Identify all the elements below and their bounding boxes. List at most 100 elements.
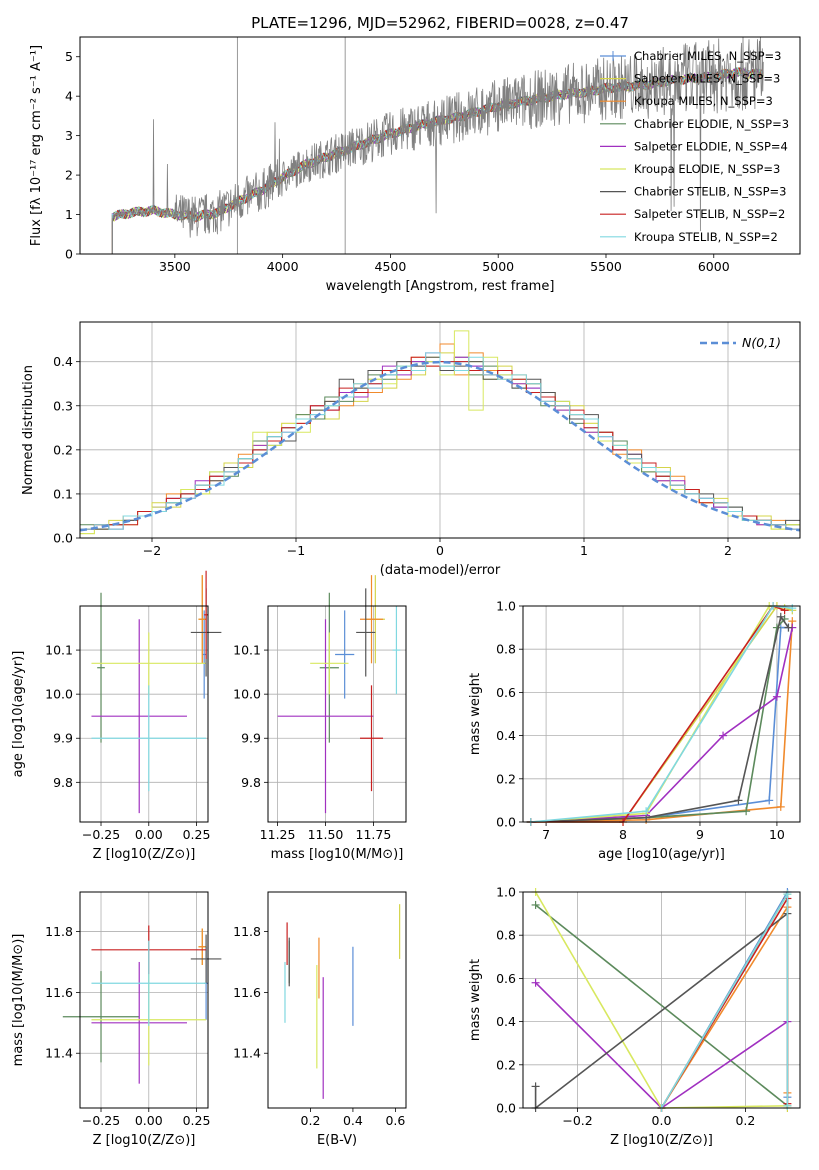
spectrum-lines: [111, 37, 764, 254]
panel-residuals: −2 −1 0 1 2 0.0 0.1 0.2 0.3 0.4 (data-model)/error…: [21, 321, 801, 578]
y-tick-label: 0.0: [53, 531, 73, 546]
x-tick-label: 0.2: [735, 1113, 755, 1128]
x-tick-label: 5500: [590, 259, 622, 274]
data-point: [190, 934, 222, 984]
y-tick-label: 4: [65, 89, 73, 104]
y-tick-label: 9.9: [53, 731, 73, 746]
data-point: [360, 685, 383, 792]
x-tick-label: 7: [542, 827, 550, 842]
axes-frame: [79, 891, 209, 1109]
legend-label: Salpeter ELODIE, N_SSP=4: [634, 139, 788, 153]
x-tick-label: 0.0: [652, 1113, 672, 1128]
x-tick-label: −0.25: [82, 1113, 120, 1128]
y-tick-label: 0.6: [496, 685, 516, 700]
x-tick-label: 0.6: [385, 1113, 405, 1128]
panel-age_vs_mass: 11.25 11.50 11.75 9.8 9.9 10.0 10.1 mass [log10…: [233, 575, 407, 862]
data-point: [335, 610, 355, 699]
data-point: [198, 575, 207, 664]
series-marker: [719, 731, 728, 740]
x-tick-label: 0.00: [135, 1113, 163, 1128]
x-axis-label: wavelength [Angstrom, rest frame]: [326, 279, 555, 294]
x-axis-label: age [log10(age/yr)]: [598, 847, 725, 862]
y-tick-label: 0.6: [496, 971, 516, 986]
y-axis-label: mass weight: [468, 673, 483, 755]
legend: Chabrier MILES, N_SSP=3 Salpeter MILES, N…: [600, 49, 789, 244]
axes-frame: [79, 36, 801, 255]
axes-frame: [267, 891, 407, 1109]
series-marker: [531, 978, 540, 987]
series-marker: [742, 807, 751, 816]
series-line: [530, 605, 785, 823]
y-tick-label: 1: [65, 207, 73, 222]
x-tick-label: 0: [436, 543, 444, 558]
y-tick-label: 0.0: [496, 815, 516, 830]
data-point: [198, 928, 207, 966]
axes-frame: [267, 605, 407, 823]
y-tick-label: 0.4: [496, 728, 516, 743]
x-axis-label: E(B-V): [317, 1133, 357, 1148]
x-tick-label: 3500: [159, 259, 191, 274]
y-tick-label: 0.4: [53, 354, 73, 369]
legend-label: Kroupa STELIB, N_SSP=2: [634, 230, 778, 244]
x-tick-label: 11.50: [308, 827, 344, 842]
histogram-step: [80, 352, 800, 530]
data-point: [356, 588, 376, 677]
y-tick-label: 0.2: [496, 771, 516, 786]
data-point: [310, 632, 349, 695]
series-line: [530, 605, 793, 823]
x-tick-label: 1: [580, 543, 588, 558]
y-tick-label: 11.4: [233, 1046, 261, 1061]
series-marker: [783, 1101, 792, 1110]
series-line: [535, 904, 788, 1107]
series-marker: [772, 692, 781, 701]
y-tick-label: 1.0: [496, 885, 516, 900]
panel-mass_vs_ebv: 0.2 0.4 0.6 11.4 11.6 11.8 E(B-V): [233, 891, 407, 1148]
y-tick-label: 10.0: [45, 687, 73, 702]
legend-label: Kroupa MILES, N_SSP=3: [634, 94, 773, 108]
y-tick-label: 11.8: [45, 924, 73, 939]
x-tick-label: −0.2: [562, 1113, 592, 1128]
data-point: [62, 971, 140, 1063]
x-tick-label: 4500: [375, 259, 407, 274]
figure-title: PLATE=1296, MJD=52962, FIBERID=0028, z=0…: [251, 14, 629, 32]
y-axis-label: Normed distribution: [21, 365, 36, 495]
data-point: [277, 619, 374, 814]
x-tick-label: 0.2: [301, 1113, 321, 1128]
series-line: [530, 627, 794, 823]
series-marker: [531, 1082, 540, 1091]
series-marker: [776, 802, 785, 811]
x-tick-label: 0.25: [183, 1113, 211, 1128]
y-tick-label: 9.8: [241, 775, 261, 790]
y-tick-label: 0.8: [496, 642, 516, 657]
axes-frame: [522, 891, 801, 1109]
data-point: [204, 570, 208, 659]
y-axis-label: age [log10(age/yr)]: [11, 651, 26, 778]
x-tick-label: 0.4: [343, 1113, 363, 1128]
y-tick-label: 10.0: [233, 687, 261, 702]
data-point: [91, 619, 187, 814]
series-line: [660, 891, 789, 1109]
observed-spectrum: [111, 37, 764, 254]
x-tick-label: 5000: [482, 259, 514, 274]
axes-frame: [522, 605, 801, 823]
data-point: [202, 610, 207, 699]
x-tick-label: 0.00: [135, 827, 163, 842]
data-point: [91, 961, 187, 1084]
x-axis-label: Z [log10(Z/Z⊙)]: [93, 847, 196, 862]
series-marker: [783, 890, 792, 899]
x-tick-label: 4000: [267, 259, 299, 274]
series-marker: [776, 612, 785, 621]
y-tick-label: 10.1: [233, 643, 261, 658]
x-tick-label: −1: [287, 543, 305, 558]
panel-age_vs_Z: −0.25 0.00 0.25 9.8 9.9 10.0 10.1 Z [log10(Z/Z⊙…: [11, 570, 222, 862]
y-axis-label: mass [log10(M/M⊙)]: [11, 934, 26, 1067]
x-tick-label: 11.25: [260, 827, 296, 842]
x-axis-label: mass [log10(M/M⊙)]: [271, 847, 404, 862]
series-marker: [788, 604, 797, 613]
y-tick-label: 11.4: [45, 1046, 73, 1061]
x-tick-label: 9: [696, 827, 704, 842]
y-tick-label: 11.6: [233, 985, 261, 1000]
series-marker: [734, 796, 743, 805]
y-tick-label: 9.9: [241, 731, 261, 746]
